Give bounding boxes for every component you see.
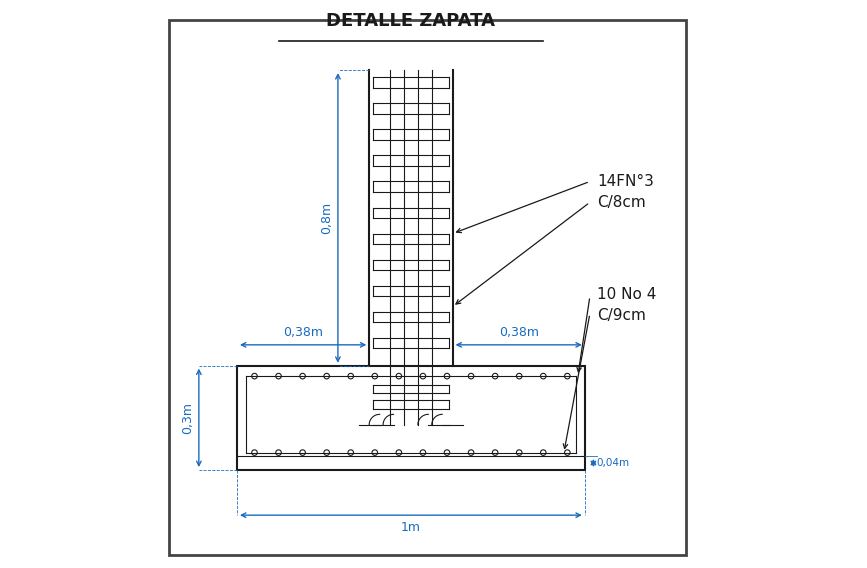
Text: 1m: 1m (401, 521, 420, 534)
Text: DETALLE ZAPATA: DETALLE ZAPATA (326, 12, 495, 30)
Text: 0,8m: 0,8m (320, 202, 333, 234)
Text: 0,38m: 0,38m (499, 325, 538, 339)
Text: 14FN°3
C/8cm: 14FN°3 C/8cm (596, 174, 654, 210)
Text: 10 No 4
C/9cm: 10 No 4 C/9cm (596, 287, 656, 323)
Text: 0,04m: 0,04m (596, 458, 629, 468)
Bar (237, 366, 584, 470)
Text: 0,3m: 0,3m (180, 402, 193, 434)
Text: 0,38m: 0,38m (284, 325, 323, 339)
